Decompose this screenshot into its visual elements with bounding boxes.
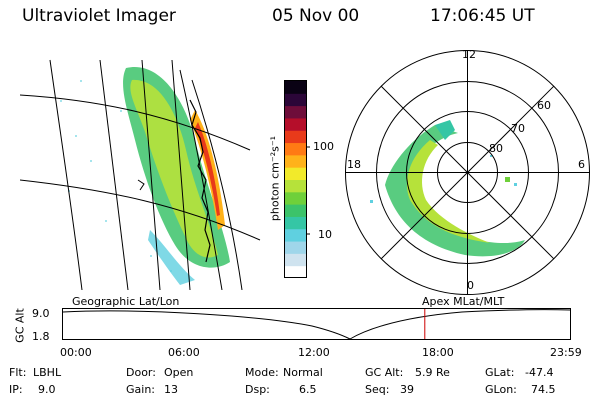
polar-aurora-inner [406,140,490,243]
gain-value: 13 [164,383,178,396]
glon-label: GLon: [485,383,517,396]
colorbar-strip [285,265,306,279]
timeline-x-tick-1800: 18:00 [422,346,454,359]
gain-label: Gain: [126,383,155,396]
seq-value: 39 [400,383,414,396]
coastline-contour-2 [137,179,145,191]
ip-label: IP: [9,383,23,396]
polar-label-lat-60: 60 [537,99,551,112]
timeline-x-tick-1200: 12:00 [298,346,330,359]
polar-aurora-cap [435,120,455,140]
aurora-inner-band [130,79,218,258]
colorbar-strip [285,93,306,107]
mode-label: Mode: [245,366,279,379]
timeline-x-tick-2359: 23:59 [550,346,582,359]
colorbar-strip [285,81,306,94]
ip-value: 9.0 [38,383,56,396]
colorbar-unit-label: photon cm⁻²s⁻¹ [268,135,282,222]
colorbar-strip [285,204,306,217]
colorbar-tick-label-10: 10 [318,228,332,241]
timeline-left-label: Geographic Lat/Lon [72,295,180,308]
geographic-auroral-image [20,59,261,290]
colorbar-strip [285,117,306,131]
colorbar-strip [285,105,306,119]
colorbar-strip [285,216,306,230]
colorbar-strip [285,191,306,205]
timeline-x-tick-0600: 06:00 [168,346,200,359]
instrument-title: Ultraviolet Imager [22,6,176,26]
timeline-y-tick-1.8: 1.8 [32,330,50,343]
colorbar-strip [285,130,306,144]
gcalt-label: GC Alt: [365,366,404,379]
polar-spokes [345,50,590,295]
polar-label-lat-70: 70 [511,122,525,135]
dsp-value: 6.5 [299,383,317,396]
timeline-y-axis-label: GC Alt [13,308,27,343]
colorbar-strip [285,179,306,193]
polar-aurora-dots [370,155,517,203]
colorbar-strip [285,228,306,242]
geo-grid-parallels [20,94,261,241]
colorbar-strip [285,154,306,168]
colorbar-strip [285,241,306,254]
polar-label-mlt-6: 6 [578,158,585,171]
altitude-curve [62,309,571,340]
colorbar [284,80,310,279]
colorbar-tick-label-100: 100 [313,140,334,153]
door-value: Open [164,366,194,379]
date-label: 05 Nov 00 [272,6,360,26]
polar-label-mlt-0: 0 [467,279,474,292]
glon-value: 74.5 [531,383,556,396]
polar-mlt-plot [345,50,590,295]
colorbar-strip [285,253,306,267]
flt-value: LBHL [33,366,62,379]
polar-label-lat-80: 80 [489,142,503,155]
glat-value: -47.4 [525,366,554,379]
coastline-contour [189,99,211,263]
aurora-low-fringe [148,230,195,285]
glat-label: GLat: [485,366,515,379]
colorbar-strip [285,167,306,180]
flt-label: Flt: [9,366,27,379]
geo-grid-meridians [49,59,243,290]
time-label: 17:06:45 UT [430,6,535,26]
seq-label: Seq: [365,383,390,396]
door-label: Door: [126,366,156,379]
colorbar-strip [285,142,306,156]
gcalt-value: 5.9 Re [415,366,450,379]
colorbar-gradient [285,81,306,279]
aurora-peak-arc [195,122,220,216]
polar-label-mlt-18: 18 [347,158,361,171]
mode-value: Normal [283,366,323,379]
dsp-label: Dsp: [245,383,270,396]
timeline-right-label: Apex MLat/MLT [422,295,505,308]
polar-label-mlt-12: 12 [462,48,476,61]
timeline-x-tick-0000: 00:00 [60,346,92,359]
timeline-y-tick-9: 9.0 [32,307,50,320]
timeline-altitude-plot [62,308,571,340]
